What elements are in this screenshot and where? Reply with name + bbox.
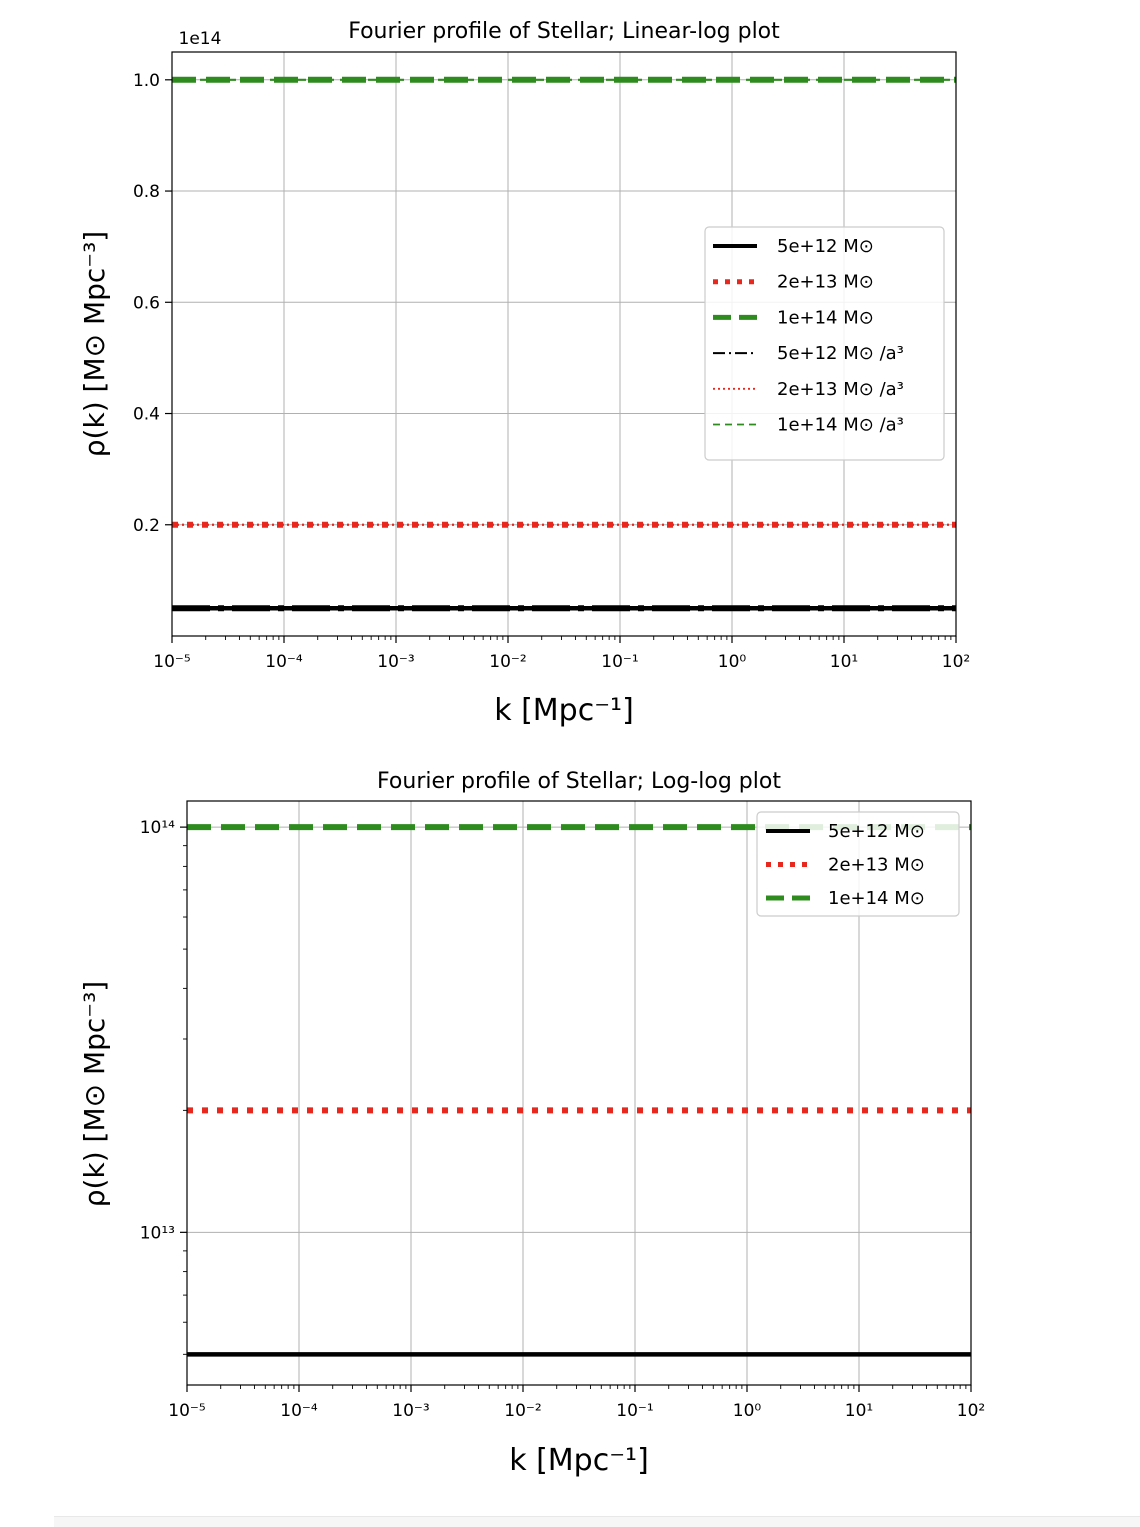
x-tick-label: 10⁻³ (392, 1401, 429, 1421)
y-ticks (180, 826, 187, 1355)
legend-entry: 5e+12 M⊙ (828, 821, 925, 842)
axes-frame (171, 51, 957, 637)
legend-entry: 1e+14 M⊙ (777, 307, 874, 328)
y-tick-label: 10¹³ (140, 1223, 175, 1243)
x-tick-label: 10⁻² (504, 1401, 541, 1421)
y-axis-label: ρ(k) [M⊙ Mpc⁻³] (78, 231, 111, 457)
legend-entry: 1e+14 M⊙ /a³ (777, 415, 904, 436)
chart-title: Fourier profile of Stellar; Log-log plot (377, 769, 781, 794)
x-ticks (171, 636, 957, 643)
x-tick-label: 10⁻⁵ (153, 652, 190, 672)
legend-box (704, 226, 945, 461)
x-ticks (186, 1385, 972, 1392)
x-axis-label: k [Mpc⁻¹] (494, 693, 634, 728)
chart-title: Fourier profile of Stellar; Linear-log p… (348, 19, 780, 44)
chart-panel-2: 10⁻⁵ 10⁻⁴ 10⁻³ 10⁻² 10⁻¹ 10⁰ 10¹ 10² 10¹³ 10¹⁴ Fou… (78, 769, 985, 1478)
x-tick-label: 10⁻¹ (616, 1401, 653, 1421)
x-tick-label: 10⁻⁴ (280, 1401, 318, 1421)
legend-entry: 5e+12 M⊙ /a³ (777, 343, 904, 364)
x-tick-label: 10⁰ (733, 1401, 762, 1421)
series-lines (172, 76, 956, 612)
y-tick-label: 0.6 (133, 293, 160, 313)
x-tick-label: 10² (957, 1401, 985, 1421)
y-tick-label: 10¹⁴ (140, 818, 175, 838)
x-tick-label: 10¹ (830, 652, 858, 672)
x-tick-label: 10² (942, 652, 970, 672)
y-ticks (165, 79, 172, 526)
legend: 5e+12 M⊙ 2e+13 M⊙ 1e+14 M⊙ 5e+12 M⊙ /a³ 2e+1… (704, 226, 945, 461)
legend-entry: 1e+14 M⊙ (828, 888, 925, 909)
legend-entry: 2e+13 M⊙ (828, 855, 925, 876)
legend-entry: 5e+12 M⊙ (777, 236, 874, 257)
x-axis-label: k [Mpc⁻¹] (509, 1443, 649, 1478)
x-tick-label: 10¹ (845, 1401, 873, 1421)
legend-entry: 2e+13 M⊙ (777, 272, 874, 293)
legend-box (756, 811, 960, 917)
x-tick-label: 10⁻² (489, 652, 526, 672)
axes-frame (186, 800, 972, 1386)
notebook-output-footer (54, 1516, 1140, 1527)
legend-entry: 2e+13 M⊙ /a³ (777, 379, 904, 400)
y-axis-label: ρ(k) [M⊙ Mpc⁻³] (78, 981, 111, 1207)
y-tick-label: 0.2 (133, 516, 160, 536)
x-tick-label: 10⁻³ (377, 652, 414, 672)
x-tick-label: 10⁰ (718, 652, 747, 672)
legend: 5e+12 M⊙ 2e+13 M⊙ 1e+14 M⊙ (756, 811, 960, 917)
gridlines (187, 801, 971, 1385)
x-tick-label: 10⁻⁴ (265, 652, 303, 672)
x-tick-label: 10⁻¹ (601, 652, 638, 672)
y-offset-label: 1e14 (179, 29, 222, 49)
y-tick-label: 1.0 (133, 71, 160, 91)
chart-panel-1: 10⁻⁵ 10⁻⁴ 10⁻³ 10⁻² 10⁻¹ 10⁰ 10¹ 10² 0.2 0.4 0.6 0.… (78, 19, 970, 728)
y-tick-label: 0.4 (133, 405, 160, 425)
y-tick-label: 0.8 (133, 182, 160, 202)
x-tick-label: 10⁻⁵ (168, 1401, 205, 1421)
